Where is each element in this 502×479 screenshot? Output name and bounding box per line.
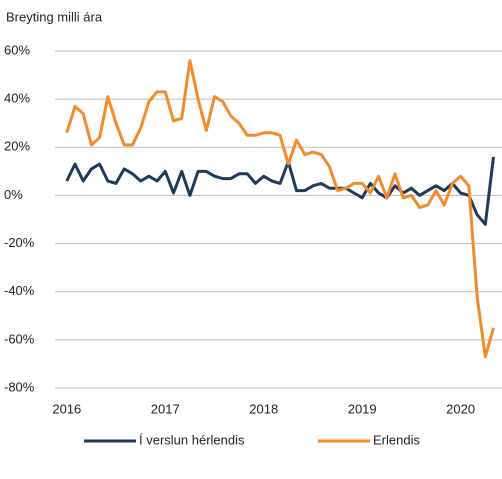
y-tick-label: 0% xyxy=(4,187,23,202)
x-tick-label: 2020 xyxy=(446,401,475,416)
y-tick-label: 20% xyxy=(4,139,30,154)
series-line xyxy=(65,156,495,226)
legend-label: Í verslun hérlendis xyxy=(139,432,245,447)
x-tick-label: 2018 xyxy=(249,401,278,416)
series-line xyxy=(65,59,495,359)
y-tick-label: 40% xyxy=(4,91,30,106)
y-tick-label: -60% xyxy=(4,331,35,346)
chart-title: Breyting milli ára xyxy=(6,9,103,24)
y-tick-label: 60% xyxy=(4,42,30,57)
x-tick-label: 2017 xyxy=(151,401,180,416)
legend-label: Erlendis xyxy=(373,432,420,447)
y-tick-label: -20% xyxy=(4,235,35,250)
x-tick-label: 2016 xyxy=(52,401,81,416)
y-tick-label: -40% xyxy=(4,283,35,298)
y-tick-label: -80% xyxy=(4,379,35,394)
x-tick-label: 2019 xyxy=(348,401,377,416)
